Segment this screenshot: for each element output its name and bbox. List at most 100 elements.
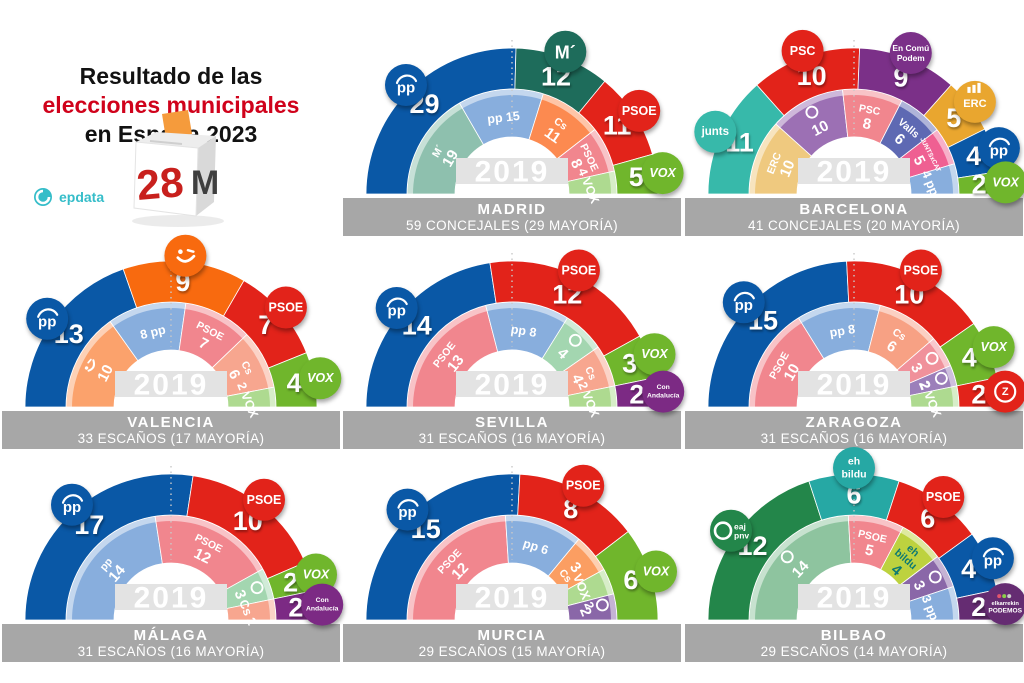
city-name: BILBAO (820, 627, 888, 644)
svg-text:Podem: Podem (897, 53, 925, 63)
seats-2023-vox: 6 (623, 565, 638, 595)
seats-2023-vox: 3 (622, 348, 637, 378)
svg-text:PSOE: PSOE (269, 301, 304, 315)
badge-pp: pp (977, 127, 1020, 170)
center-band (456, 584, 568, 610)
svg-text:PSOE: PSOE (247, 493, 282, 507)
center-band (798, 158, 910, 184)
ballot-28: 28 (135, 158, 186, 209)
svg-text:PODEMOS: PODEMOS (988, 608, 1022, 615)
ballot-m: M (191, 164, 219, 202)
chart-cell-murcia: 2019 15 8 6 PSOE 12 pp 6 3 Cs VOX 2 2 pp PSOE VOX MURC… (343, 454, 681, 662)
svg-text:VOX: VOX (980, 340, 1007, 354)
seats-summary: 31 ESCAÑOS (16 MAYORÍA) (77, 644, 265, 659)
caption-valencia: VALENCIA 33 ESCAÑOS (17 MAYORÍA) (2, 411, 340, 449)
center-year-label: 2019 (817, 369, 892, 402)
svg-text:elkarrekin: elkarrekin (991, 601, 1019, 607)
city-name: MÁLAGA (133, 627, 209, 644)
chart-cell-bilbao: 2019 12 6 6 4 2 14 PSOE 5 eh bildu 4 3 3 pp eaj pnv eh bi… (685, 447, 1024, 662)
chart-cell-zaragoza: 2019 15 10 4 2 PSOE 10 pp 8 Cs 6 3 2 2 VOX pp PSOE VOX Z… (685, 241, 1024, 449)
seats-2023-vox: 5 (629, 162, 644, 192)
svg-text:19: 19 (439, 147, 462, 170)
pp-logo-icon (733, 291, 755, 302)
seats-2023-zaragoza-en-com-n: 2 (971, 379, 986, 409)
badge-junts: junts (694, 110, 737, 153)
badge-erc: ERC (953, 80, 996, 123)
pp-logo-icon (988, 137, 1010, 148)
seats-summary: 31 ESCAÑOS (16 MAYORÍA) (418, 431, 606, 446)
seats-2023-pp: 4 (966, 141, 981, 171)
ballot-slip (162, 110, 192, 139)
badge-vox: VOX (984, 161, 1024, 204)
caption-zaragoza: ZARAGOZA 31 ESCAÑOS (16 MAYORÍA) (685, 411, 1023, 449)
svg-text:eaj: eaj (734, 522, 746, 532)
pp-logo-icon (397, 499, 419, 509)
svg-text:pp 8: pp 8 (510, 322, 538, 340)
seats-summary: 29 ESCAÑOS (15 MAYORÍA) (418, 644, 606, 659)
label-2019-pp: pp 8 (829, 322, 857, 340)
chart-cell-m-laga: 2019 17 10 2 2 pp 14 PSOE 12 3 Cs 2 pp PSOE VOX Con And… (2, 454, 344, 662)
svg-text:pp: pp (735, 297, 753, 314)
svg-text:bildu: bildu (841, 469, 866, 481)
svg-text:pp: pp (397, 80, 415, 97)
svg-text:PSC: PSC (858, 102, 882, 118)
title-line-1: Resultado de las (79, 63, 263, 89)
pp-logo-icon (37, 308, 59, 318)
badge-eh-bildu: eh bildu (833, 447, 875, 489)
badge-zaragoza-en-com-n: Z (984, 370, 1024, 413)
svg-text:junts: junts (701, 126, 729, 138)
svg-text:Cs: Cs (238, 359, 255, 377)
label-2019-pp: pp 8 (510, 322, 538, 340)
label-2019-pp: 8 pp (139, 322, 168, 342)
svg-text:PSOE: PSOE (926, 490, 961, 504)
caption-m-laga: MÁLAGA 31 ESCAÑOS (16 MAYORÍA) (2, 624, 340, 662)
badge-vox: VOX (633, 333, 676, 376)
svg-text:PSC: PSC (790, 44, 816, 58)
erc-bars-icon (967, 82, 981, 93)
seats-2023-vox: 2 (283, 567, 298, 597)
svg-text:8 pp: 8 pp (139, 322, 168, 342)
city-name: VALENCIA (127, 414, 215, 431)
svg-text:10: 10 (780, 361, 803, 384)
svg-text:Andalucía: Andalucía (306, 605, 339, 612)
party-logo-icon (805, 105, 819, 119)
svg-text:pp: pp (984, 553, 1002, 570)
svg-text:VOX: VOX (992, 175, 1019, 189)
svg-text:Z: Z (1002, 386, 1009, 398)
badge-m-s-madrid: M´ (544, 30, 587, 73)
svg-text:VOX: VOX (307, 371, 334, 385)
party-logo-icon (934, 371, 948, 385)
badge-pp: pp (722, 281, 765, 324)
svg-text:Con: Con (657, 384, 670, 391)
seats-summary: 59 CONCEJALES (29 MAYORÍA) (406, 218, 618, 233)
svg-text:10: 10 (94, 362, 117, 385)
badge-vox: VOX (635, 550, 677, 593)
seats-summary: 29 ESCAÑOS (14 MAYORÍA) (760, 644, 948, 659)
badge-psoe: PSOE (922, 476, 965, 518)
center-band (115, 584, 227, 610)
center-year-label: 2019 (134, 582, 209, 615)
svg-text:8: 8 (861, 115, 872, 133)
svg-text:12: 12 (191, 545, 213, 568)
title-block: Resultado de las elecciones municipales … (2, 28, 340, 227)
ballot-box-icon: 28 M (132, 110, 224, 227)
svg-text:13: 13 (444, 352, 468, 376)
party-logo-icon (928, 570, 942, 584)
caption-madrid: MADRID 59 CONCEJALES (29 MAYORÍA) (343, 198, 681, 236)
svg-text:10: 10 (809, 117, 832, 140)
svg-text:PSOE: PSOE (566, 479, 601, 493)
podemos-dots-icon (997, 594, 1012, 599)
badge-vox: VOX (972, 326, 1015, 369)
svg-text:10: 10 (777, 158, 799, 180)
center-band (798, 584, 910, 610)
svg-text:M´: M´ (555, 43, 576, 63)
svg-text:pp: pp (398, 504, 416, 521)
svg-text:pp 15: pp 15 (487, 109, 521, 127)
